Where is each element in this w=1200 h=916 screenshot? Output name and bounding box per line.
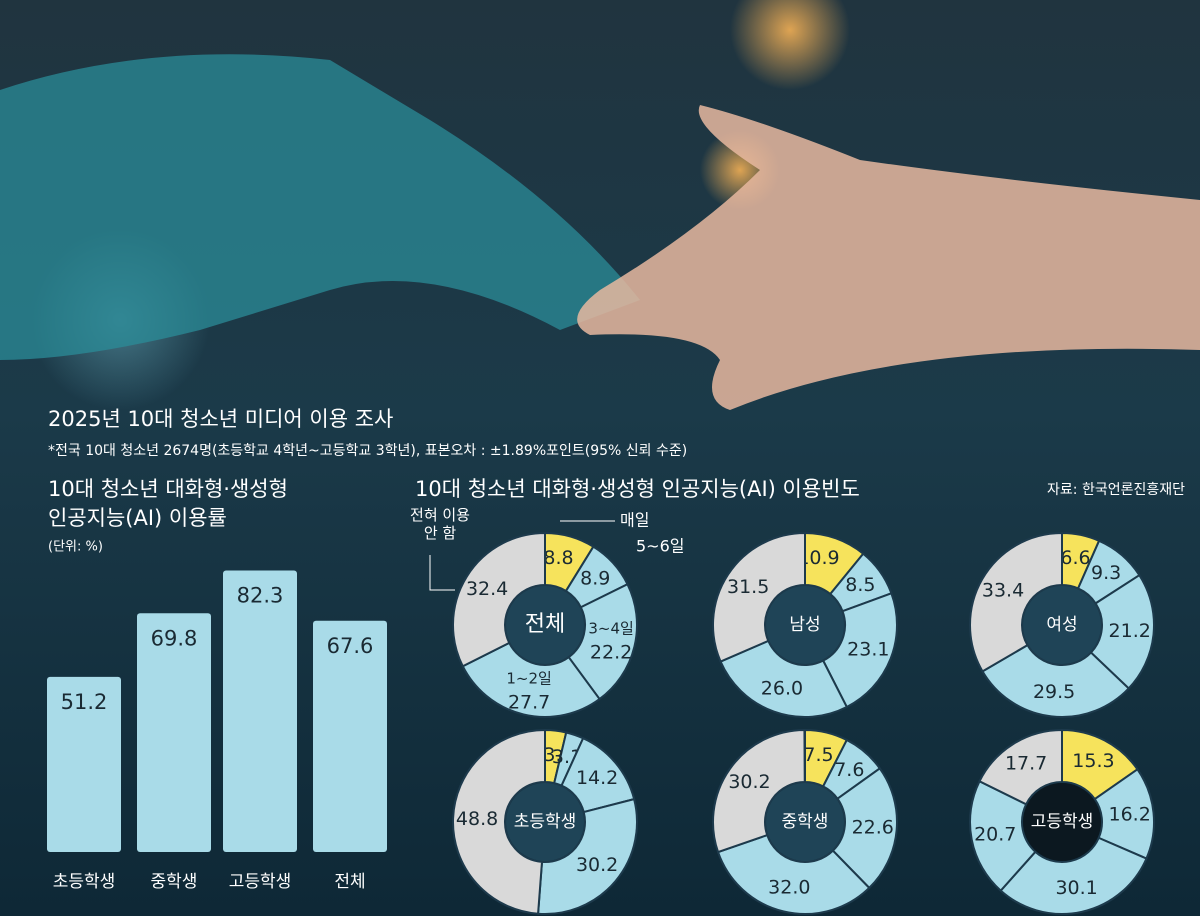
value-label: 67.6 bbox=[327, 634, 374, 658]
bokeh bbox=[730, 0, 850, 90]
x-tick-label: 전체 bbox=[334, 872, 365, 892]
donut-segment bbox=[969, 779, 1037, 893]
donut-segment bbox=[712, 728, 806, 854]
leader-line bbox=[429, 555, 455, 591]
source: 자료: 한국언론진흥재단 bbox=[1047, 482, 1185, 498]
donut-center bbox=[1023, 783, 1101, 861]
bar bbox=[223, 570, 297, 852]
value-label: 14.2 bbox=[576, 767, 618, 789]
value-label: 9.3 bbox=[1091, 562, 1121, 584]
value-label: 22.6 bbox=[852, 816, 894, 838]
value-label: 32.0 bbox=[768, 877, 810, 899]
donut-segment bbox=[567, 582, 638, 701]
value-label: 8.8 bbox=[543, 547, 573, 569]
value-label: 16.2 bbox=[1109, 804, 1151, 826]
value-label: 30.2 bbox=[576, 854, 618, 876]
x-tick-label: 초등학생 bbox=[53, 872, 116, 892]
series-name: 중학생 bbox=[782, 812, 829, 832]
series-name: 여성 bbox=[1046, 615, 1077, 635]
donut-segment bbox=[716, 833, 871, 915]
series-name: 고등학생 bbox=[1031, 812, 1094, 832]
series-name: 전체 bbox=[525, 612, 565, 637]
survey-note: *전국 10대 청소년 2674명(초등학교 4학년~고등학교 3학년), 표본… bbox=[48, 443, 687, 459]
x-tick-label: 중학생 bbox=[151, 872, 198, 892]
donut-segment bbox=[452, 728, 546, 915]
value-label: 20.7 bbox=[974, 823, 1016, 845]
value-label: 82.3 bbox=[237, 584, 284, 608]
donut-segment bbox=[978, 728, 1063, 806]
value-label: 29.5 bbox=[1033, 681, 1075, 703]
value-label: 51.2 bbox=[61, 690, 108, 714]
category-label: 매일 bbox=[620, 511, 649, 530]
donut-segment bbox=[969, 531, 1063, 673]
robot-hand bbox=[0, 54, 640, 361]
human-hand bbox=[577, 105, 1200, 410]
value-label: 27.7 bbox=[508, 692, 550, 714]
value-label: 26.0 bbox=[761, 677, 803, 699]
series-name: 남성 bbox=[789, 615, 820, 635]
value-label: 15.3 bbox=[1072, 750, 1114, 772]
donut-segment bbox=[831, 766, 898, 890]
category-label: 3~4일 bbox=[588, 620, 633, 638]
bar bbox=[137, 613, 211, 852]
bar-title: 10대 청소년 대화형·생성형 bbox=[48, 477, 288, 501]
category-label: 전혀 이용 안 함 bbox=[410, 506, 470, 542]
category-label: 5~6일 bbox=[636, 537, 685, 556]
bar bbox=[313, 620, 387, 852]
donut-segment bbox=[719, 639, 849, 718]
page-title: 2025년 10대 청소년 미디어 이용 조사 bbox=[48, 407, 393, 431]
bar bbox=[47, 676, 121, 852]
series-name: 초등학생 bbox=[514, 812, 577, 832]
value-label: 17.7 bbox=[1005, 753, 1047, 775]
donut-segment bbox=[461, 641, 601, 718]
donut-title: 10대 청소년 대화형·생성형 인공지능(AI) 이용빈도 bbox=[415, 477, 860, 501]
value-label: 30.2 bbox=[728, 771, 770, 793]
donut-segment bbox=[821, 592, 898, 709]
donut-center bbox=[506, 586, 584, 664]
value-label: 69.8 bbox=[151, 626, 198, 650]
donut-segment bbox=[536, 797, 638, 915]
value-label: 32.4 bbox=[466, 578, 508, 600]
category-label: 1~2일 bbox=[506, 670, 551, 688]
donut-center bbox=[506, 783, 584, 861]
value-label: 30.1 bbox=[1055, 877, 1097, 899]
bar-title: 인공지능(AI) 이용률 bbox=[48, 506, 227, 530]
donut-segment bbox=[999, 836, 1148, 915]
donut-segment bbox=[452, 531, 546, 668]
value-label: 8.5 bbox=[845, 574, 875, 596]
value-label: 8.9 bbox=[580, 568, 610, 590]
value-label: 33.4 bbox=[982, 580, 1024, 602]
value-label: 31.5 bbox=[727, 576, 769, 598]
value-label: 23.1 bbox=[847, 638, 889, 660]
value-label: 21.2 bbox=[1109, 620, 1151, 642]
x-tick-label: 고등학생 bbox=[229, 872, 292, 892]
donut-segment bbox=[1089, 573, 1155, 690]
donut-center bbox=[766, 586, 844, 664]
bar-unit: (단위: %) bbox=[48, 540, 103, 555]
value-label: 7.6 bbox=[834, 759, 864, 781]
donut-center bbox=[1023, 586, 1101, 664]
value-label: 10.9 bbox=[797, 547, 839, 569]
value-label: 7.5 bbox=[803, 744, 833, 766]
value-label: 6.6 bbox=[1060, 547, 1090, 569]
donut-center bbox=[766, 783, 844, 861]
value-label: 22.2 bbox=[590, 642, 632, 664]
donut-segment bbox=[712, 531, 806, 663]
value-label: 48.8 bbox=[456, 808, 498, 830]
donut-segment bbox=[981, 643, 1131, 718]
